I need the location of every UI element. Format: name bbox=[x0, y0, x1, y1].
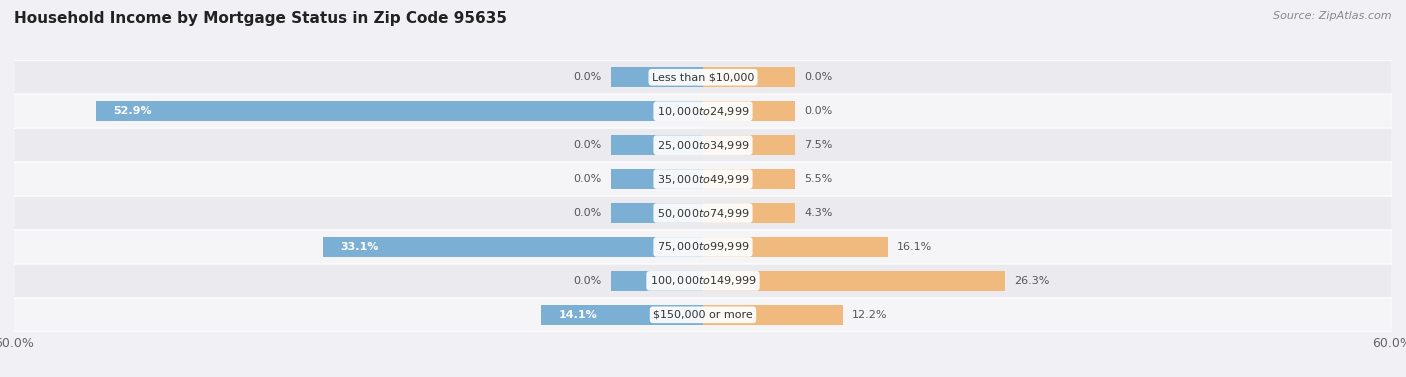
Text: 0.0%: 0.0% bbox=[804, 106, 832, 116]
Bar bbox=[96, 101, 703, 121]
Text: $100,000 to $149,999: $100,000 to $149,999 bbox=[650, 274, 756, 287]
Text: $35,000 to $49,999: $35,000 to $49,999 bbox=[657, 173, 749, 185]
Bar bbox=[612, 169, 703, 189]
Text: 0.0%: 0.0% bbox=[574, 140, 602, 150]
Bar bbox=[703, 271, 1005, 291]
Text: 0.0%: 0.0% bbox=[574, 174, 602, 184]
Text: 33.1%: 33.1% bbox=[340, 242, 378, 252]
Text: 0.0%: 0.0% bbox=[574, 208, 602, 218]
Text: 16.1%: 16.1% bbox=[897, 242, 932, 252]
Text: 26.3%: 26.3% bbox=[1014, 276, 1049, 286]
Text: 12.2%: 12.2% bbox=[852, 310, 887, 320]
FancyBboxPatch shape bbox=[14, 61, 1392, 94]
Bar bbox=[703, 237, 887, 257]
Bar bbox=[541, 305, 703, 325]
Text: 7.5%: 7.5% bbox=[804, 140, 832, 150]
Bar bbox=[703, 169, 794, 189]
FancyBboxPatch shape bbox=[14, 196, 1392, 230]
Text: 0.0%: 0.0% bbox=[574, 72, 602, 82]
Text: $75,000 to $99,999: $75,000 to $99,999 bbox=[657, 241, 749, 253]
FancyBboxPatch shape bbox=[14, 230, 1392, 264]
FancyBboxPatch shape bbox=[14, 162, 1392, 196]
Text: 4.3%: 4.3% bbox=[804, 208, 832, 218]
FancyBboxPatch shape bbox=[14, 95, 1392, 128]
FancyBboxPatch shape bbox=[14, 298, 1392, 331]
Text: $150,000 or more: $150,000 or more bbox=[654, 310, 752, 320]
Bar bbox=[703, 101, 794, 121]
Text: 0.0%: 0.0% bbox=[574, 276, 602, 286]
Text: $25,000 to $34,999: $25,000 to $34,999 bbox=[657, 139, 749, 152]
Bar bbox=[612, 271, 703, 291]
Bar bbox=[703, 305, 844, 325]
FancyBboxPatch shape bbox=[14, 264, 1392, 297]
Text: $10,000 to $24,999: $10,000 to $24,999 bbox=[657, 105, 749, 118]
Text: 0.0%: 0.0% bbox=[804, 72, 832, 82]
Text: 52.9%: 52.9% bbox=[112, 106, 152, 116]
Text: $50,000 to $74,999: $50,000 to $74,999 bbox=[657, 207, 749, 219]
Bar bbox=[703, 135, 794, 155]
Bar bbox=[703, 67, 794, 87]
Text: 5.5%: 5.5% bbox=[804, 174, 832, 184]
Bar bbox=[323, 237, 703, 257]
Bar bbox=[612, 67, 703, 87]
Text: Less than $10,000: Less than $10,000 bbox=[652, 72, 754, 82]
Bar bbox=[612, 203, 703, 223]
FancyBboxPatch shape bbox=[14, 129, 1392, 162]
Bar bbox=[703, 203, 794, 223]
Text: Source: ZipAtlas.com: Source: ZipAtlas.com bbox=[1274, 11, 1392, 21]
Bar bbox=[612, 135, 703, 155]
Text: Household Income by Mortgage Status in Zip Code 95635: Household Income by Mortgage Status in Z… bbox=[14, 11, 508, 26]
Text: 14.1%: 14.1% bbox=[558, 310, 598, 320]
